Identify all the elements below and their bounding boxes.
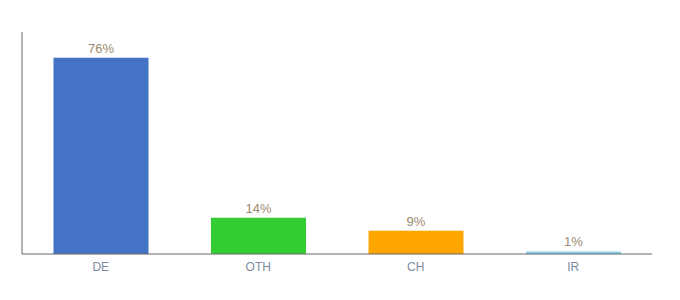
- svg-text:9%: 9%: [407, 214, 426, 229]
- svg-text:1%: 1%: [564, 234, 583, 249]
- svg-text:CH: CH: [407, 260, 424, 274]
- svg-text:76%: 76%: [88, 41, 114, 56]
- svg-text:DE: DE: [92, 260, 109, 274]
- svg-text:IR: IR: [567, 260, 579, 274]
- svg-text:14%: 14%: [245, 201, 271, 216]
- svg-text:OTH: OTH: [246, 260, 271, 274]
